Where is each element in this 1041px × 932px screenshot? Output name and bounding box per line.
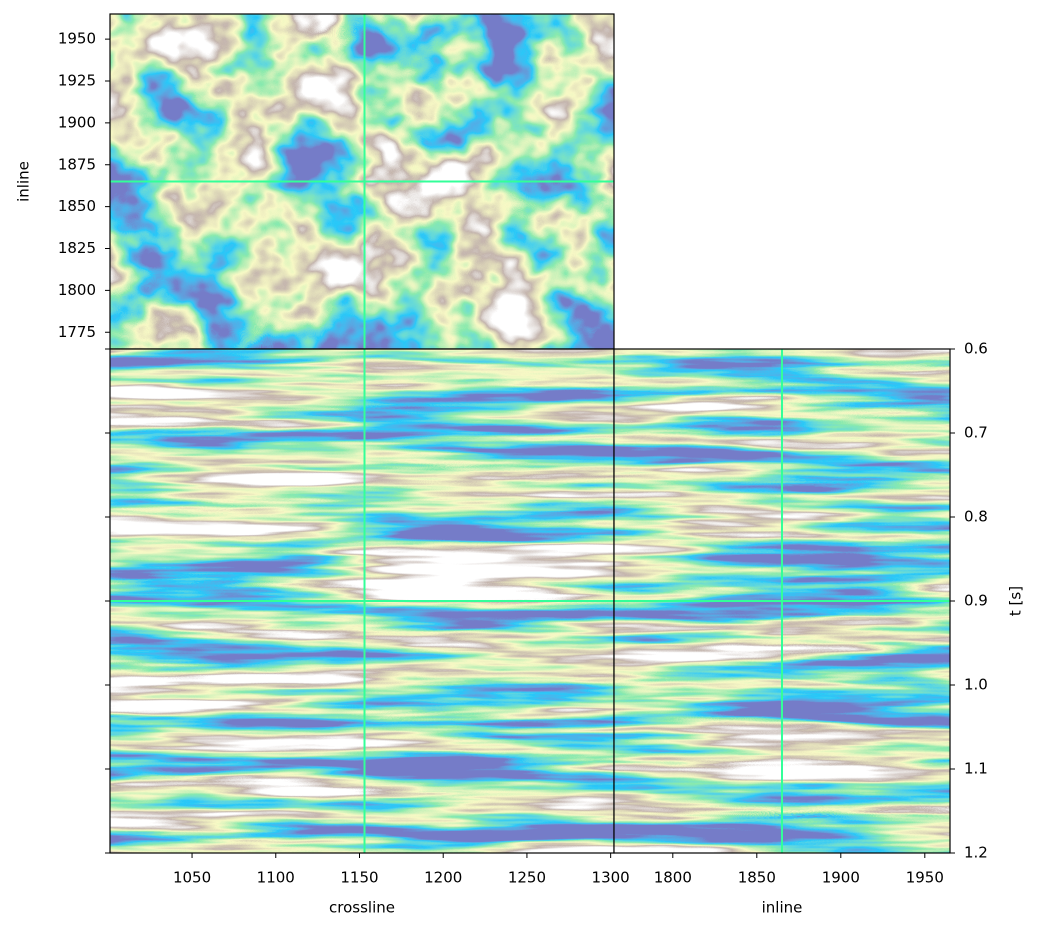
y-tick-label: 1.1 [964, 760, 988, 778]
x-tick-label: 1850 [738, 869, 776, 887]
y-tick-label: 1950 [58, 30, 96, 48]
panels: 1775 1800 1825 1850 1875 1900 1925 1950 inline 10… [15, 13, 1025, 917]
y-tick-label: 1800 [58, 281, 96, 299]
x-axis-label: crossline [329, 899, 395, 917]
heatmap-panel [110, 14, 614, 349]
y-tick-label: 1875 [58, 155, 96, 173]
x-axis-label: inline [762, 899, 803, 917]
x-tick-label: 1200 [424, 869, 462, 887]
heatmap-panel [110, 349, 614, 853]
x-tick-label: 1800 [654, 869, 692, 887]
y-tick-label: 1850 [58, 197, 96, 215]
x-tick-label: 1250 [508, 869, 546, 887]
y-tick-label: 0.9 [964, 592, 988, 610]
y-tick-label: 1925 [58, 72, 96, 90]
y-tick-label: 1900 [58, 113, 96, 131]
x-tick-label: 1150 [340, 869, 378, 887]
heatmap-panel [614, 349, 950, 853]
y-tick-label: 0.6 [964, 340, 988, 358]
x-tick-label: 1100 [257, 869, 295, 887]
y-tick-label: 1825 [58, 239, 96, 257]
y-tick-label: 1.2 [964, 844, 988, 862]
x-tick-label: 1050 [173, 869, 211, 887]
y-axis-label: t [s] [1007, 586, 1025, 616]
x-tick-label: 1950 [906, 869, 944, 887]
y-axis-label: inline [15, 161, 33, 202]
y-tick-label: 1775 [58, 323, 96, 341]
x-tick-label: 1900 [822, 869, 860, 887]
y-tick-label: 1.0 [964, 676, 988, 694]
y-tick-label: 0.8 [964, 508, 988, 526]
x-tick-label: 1300 [592, 869, 630, 887]
y-tick-label: 0.7 [964, 424, 988, 442]
